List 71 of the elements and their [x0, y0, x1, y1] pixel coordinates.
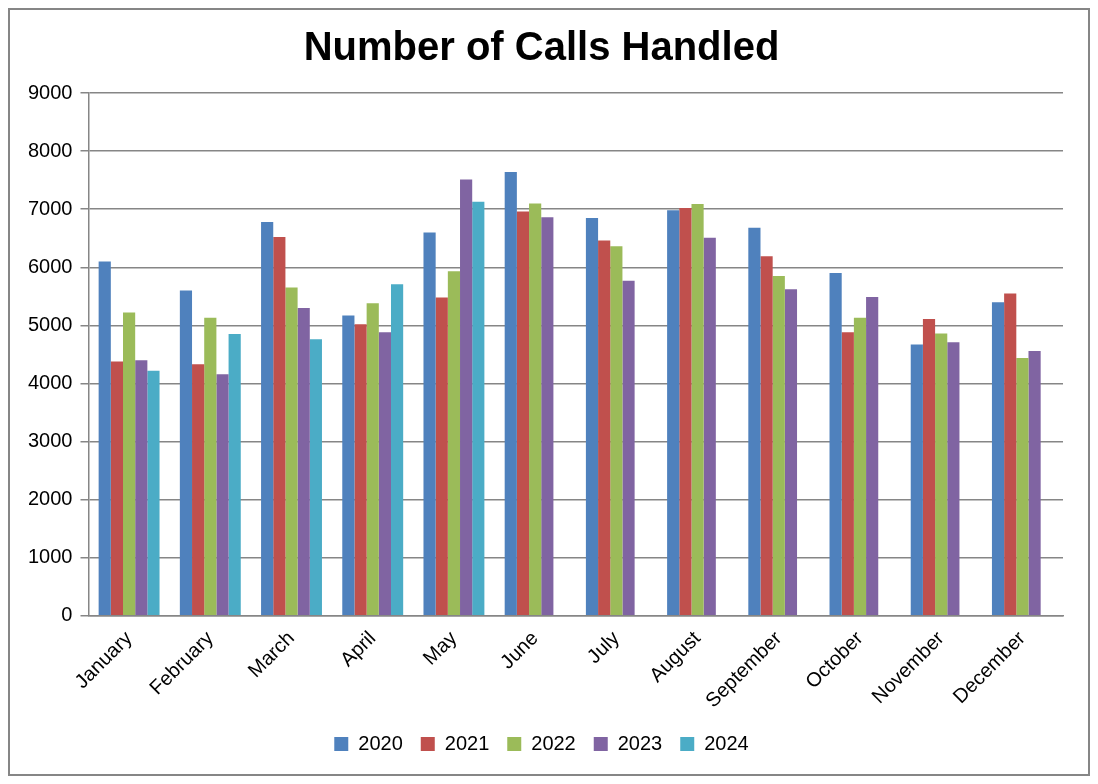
bar	[1028, 350, 1041, 616]
y-tick-label: 2000	[27, 487, 73, 510]
y-tick-label: 5000	[27, 312, 73, 335]
bar	[309, 339, 322, 616]
bar	[204, 317, 217, 616]
bar	[1004, 293, 1017, 616]
bar	[910, 344, 923, 616]
bar	[679, 208, 692, 616]
bar	[472, 201, 485, 616]
bar	[123, 312, 136, 616]
bar	[922, 318, 936, 616]
bar	[504, 172, 517, 616]
bar	[342, 315, 355, 616]
bar	[391, 284, 404, 616]
bar	[110, 361, 124, 616]
bar	[829, 273, 842, 616]
bar	[516, 211, 530, 616]
bar	[866, 296, 879, 616]
bar	[991, 302, 1005, 616]
bar	[179, 290, 193, 616]
bar	[261, 221, 274, 616]
bar	[598, 240, 611, 616]
y-tick-label: 1000	[27, 545, 73, 568]
legend-label: 2023	[617, 731, 663, 754]
y-tick-label: 0	[61, 603, 73, 626]
x-tick-label: July	[582, 626, 624, 668]
bar	[691, 203, 704, 616]
legend-label: 2021	[444, 731, 490, 754]
legend-label: 2022	[531, 731, 576, 754]
bar	[541, 217, 554, 616]
bar	[935, 333, 948, 616]
y-tick-label: 4000	[27, 370, 73, 393]
bar	[447, 271, 461, 616]
bar	[703, 237, 716, 616]
bar	[841, 332, 854, 616]
bar	[98, 261, 111, 616]
chart-title: Number of Calls Handled	[303, 24, 780, 69]
bar	[760, 256, 773, 616]
bar	[1016, 357, 1029, 616]
bar	[423, 232, 436, 616]
bar	[273, 237, 286, 616]
legend-label: 2020	[358, 731, 403, 754]
bar	[585, 217, 599, 616]
bar	[748, 227, 761, 616]
bar	[366, 303, 379, 616]
bar	[947, 342, 960, 616]
y-tick-label: 8000	[27, 138, 73, 161]
bar	[529, 203, 542, 616]
bar	[378, 332, 391, 616]
bar	[147, 370, 160, 616]
bar	[135, 360, 148, 616]
bar	[667, 210, 680, 616]
y-tick-label: 6000	[27, 254, 73, 277]
bar	[435, 297, 448, 616]
y-tick-label: 7000	[27, 196, 73, 219]
bar	[853, 317, 867, 616]
bar	[622, 280, 635, 616]
y-tick-label: 9000	[27, 80, 73, 103]
bar	[216, 374, 229, 616]
x-tick-label: May	[418, 626, 461, 669]
bar	[610, 246, 623, 616]
legend-label: 2024	[704, 731, 749, 754]
bar	[285, 287, 298, 616]
bar	[772, 276, 785, 616]
bar	[460, 179, 473, 616]
y-tick-label: 3000	[27, 429, 73, 452]
bar	[228, 334, 241, 616]
bar	[297, 307, 310, 616]
bar	[354, 324, 367, 616]
bar	[784, 289, 798, 616]
bar	[192, 364, 205, 616]
